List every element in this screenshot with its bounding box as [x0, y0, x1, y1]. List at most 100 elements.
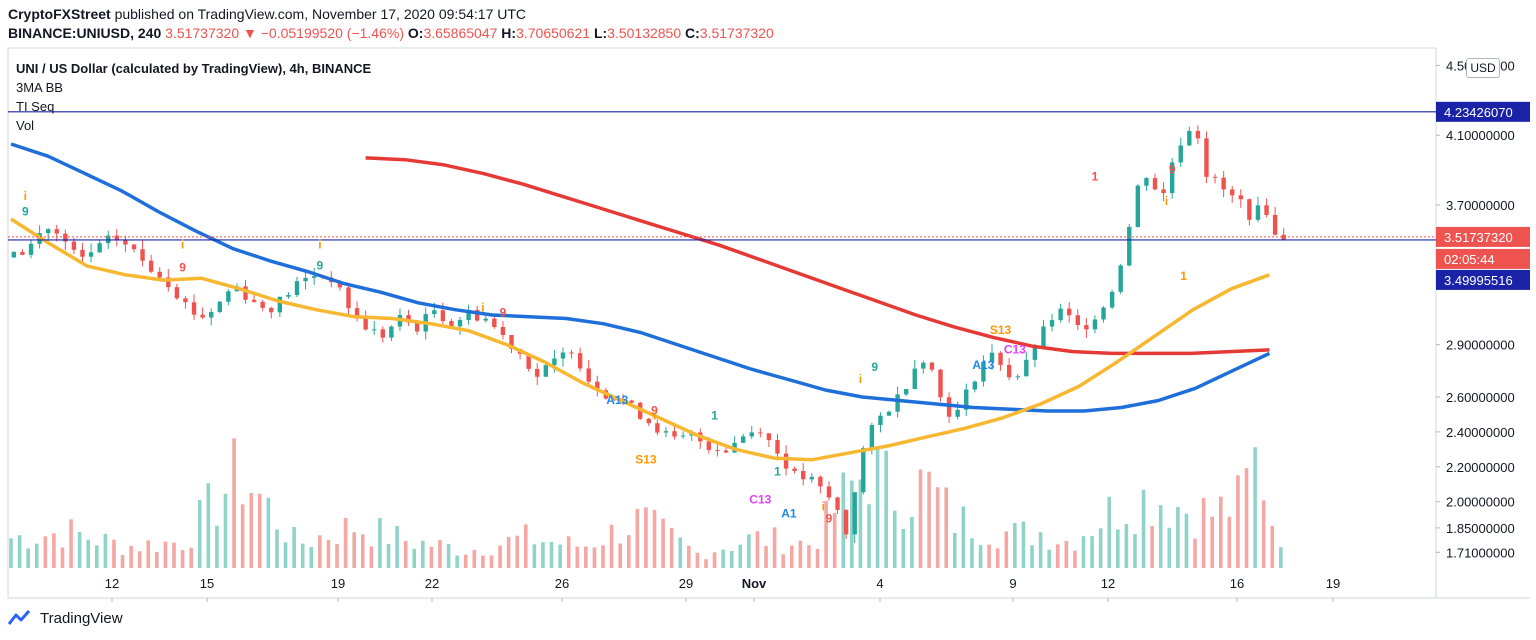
candle-body: [114, 235, 120, 240]
candle-body: [835, 497, 840, 510]
candle-body: [483, 318, 488, 321]
volume-bar: [953, 532, 957, 568]
candle-body: [792, 468, 797, 472]
y-tick-label: 1.85000000: [1446, 521, 1515, 536]
volume-bar: [575, 546, 580, 568]
y-tick-label: 2.60000000: [1446, 390, 1515, 405]
volume-bar: [1270, 525, 1275, 568]
volume-bar: [172, 542, 176, 568]
candle-body: [1024, 359, 1029, 377]
candle-body: [706, 441, 712, 450]
volume-bar: [17, 535, 22, 568]
candle-body: [543, 365, 549, 377]
volume-bar: [729, 551, 734, 568]
volume-bar: [910, 516, 914, 568]
volume-bar: [747, 534, 751, 568]
candle-body: [1067, 308, 1072, 316]
volume-bar: [137, 551, 142, 568]
volume-bar: [541, 542, 545, 568]
candle-body: [1230, 189, 1235, 196]
volume-bar: [52, 533, 56, 568]
volume-bar: [549, 541, 554, 568]
candle-body: [380, 329, 385, 338]
volume-bar: [455, 555, 459, 568]
indicator-ti-seq[interactable]: TI Seq: [16, 99, 55, 114]
publish-info: published on TradingView.com, November 1…: [110, 6, 527, 22]
author-name[interactable]: CryptoFXStreet: [8, 6, 111, 22]
volume-bar: [43, 536, 48, 568]
candle-body: [964, 389, 969, 410]
currency-button[interactable]: USD: [1466, 58, 1500, 78]
candle-body: [260, 301, 265, 308]
seq-mark: i: [822, 499, 825, 513]
candle-body: [183, 298, 188, 303]
low-label: L:: [593, 25, 608, 41]
volume-bar: [1073, 550, 1077, 568]
ma-line-1: [10, 142, 1271, 413]
volume-bar: [850, 480, 854, 568]
volume-bar: [695, 552, 700, 568]
volume-bar: [95, 545, 99, 568]
volume-bar: [1279, 547, 1283, 568]
candle-body: [140, 249, 145, 261]
candle-body: [818, 476, 823, 487]
volume-bar: [1227, 516, 1232, 568]
volume-bar: [395, 526, 399, 568]
candle-body: [758, 432, 763, 434]
seq-mark: 9: [871, 360, 878, 374]
volume-bar: [206, 483, 211, 568]
volume-bar: [489, 555, 494, 568]
volume-bar: [764, 545, 768, 568]
volume-bar: [103, 533, 108, 568]
volume-bar: [498, 545, 502, 568]
volume-bar: [429, 546, 434, 568]
volume-bar: [421, 540, 425, 568]
candle-body: [526, 353, 531, 369]
volume-bar: [1150, 526, 1154, 568]
candle-body: [886, 411, 892, 416]
volume-bar: [292, 526, 296, 568]
volume-bar: [60, 547, 65, 568]
seq-mark: A13: [972, 358, 994, 372]
volume-bar: [463, 554, 468, 568]
volume-bar: [558, 544, 562, 568]
candle-body: [775, 440, 780, 454]
volume-bar: [9, 538, 13, 568]
candle-body: [972, 381, 978, 390]
candle-body: [1015, 376, 1020, 378]
tradingview-logo[interactable]: TradingView: [8, 609, 123, 627]
volume-bar: [1218, 496, 1223, 568]
candle-body: [1092, 319, 1098, 330]
price-label-box: [1436, 269, 1530, 290]
volume-bar: [669, 527, 674, 568]
seq-mark: 9: [1169, 163, 1176, 177]
volume-bar: [506, 536, 511, 568]
volume-bar: [1133, 534, 1137, 568]
volume-bar: [772, 527, 777, 568]
volume-bar: [524, 524, 528, 568]
volume-bar: [481, 555, 485, 568]
volume-bar: [77, 531, 82, 568]
tradingview-brand: TradingView: [40, 609, 123, 627]
candle-body: [466, 309, 471, 321]
candle-body: [200, 314, 205, 318]
volume-bar: [343, 517, 348, 568]
volume-bar: [609, 524, 614, 568]
candle-body: [1161, 189, 1166, 194]
volume-bar: [927, 471, 931, 568]
seq-mark: 9: [179, 260, 186, 274]
volume-bar: [275, 529, 279, 568]
volume-bar: [601, 545, 605, 568]
candle-body: [929, 362, 935, 370]
indicator-3ma-bb[interactable]: 3MA BB: [16, 80, 63, 95]
volume-bar: [112, 539, 116, 568]
seq-mark: 1: [711, 409, 718, 423]
volume-bar: [120, 555, 125, 568]
x-tick-label: 15: [200, 576, 214, 591]
volume-bar: [163, 541, 168, 568]
volume-bar: [1116, 529, 1120, 568]
volume-bar: [472, 549, 477, 568]
candle-body: [509, 335, 514, 349]
indicator-volume[interactable]: Vol: [16, 118, 35, 133]
